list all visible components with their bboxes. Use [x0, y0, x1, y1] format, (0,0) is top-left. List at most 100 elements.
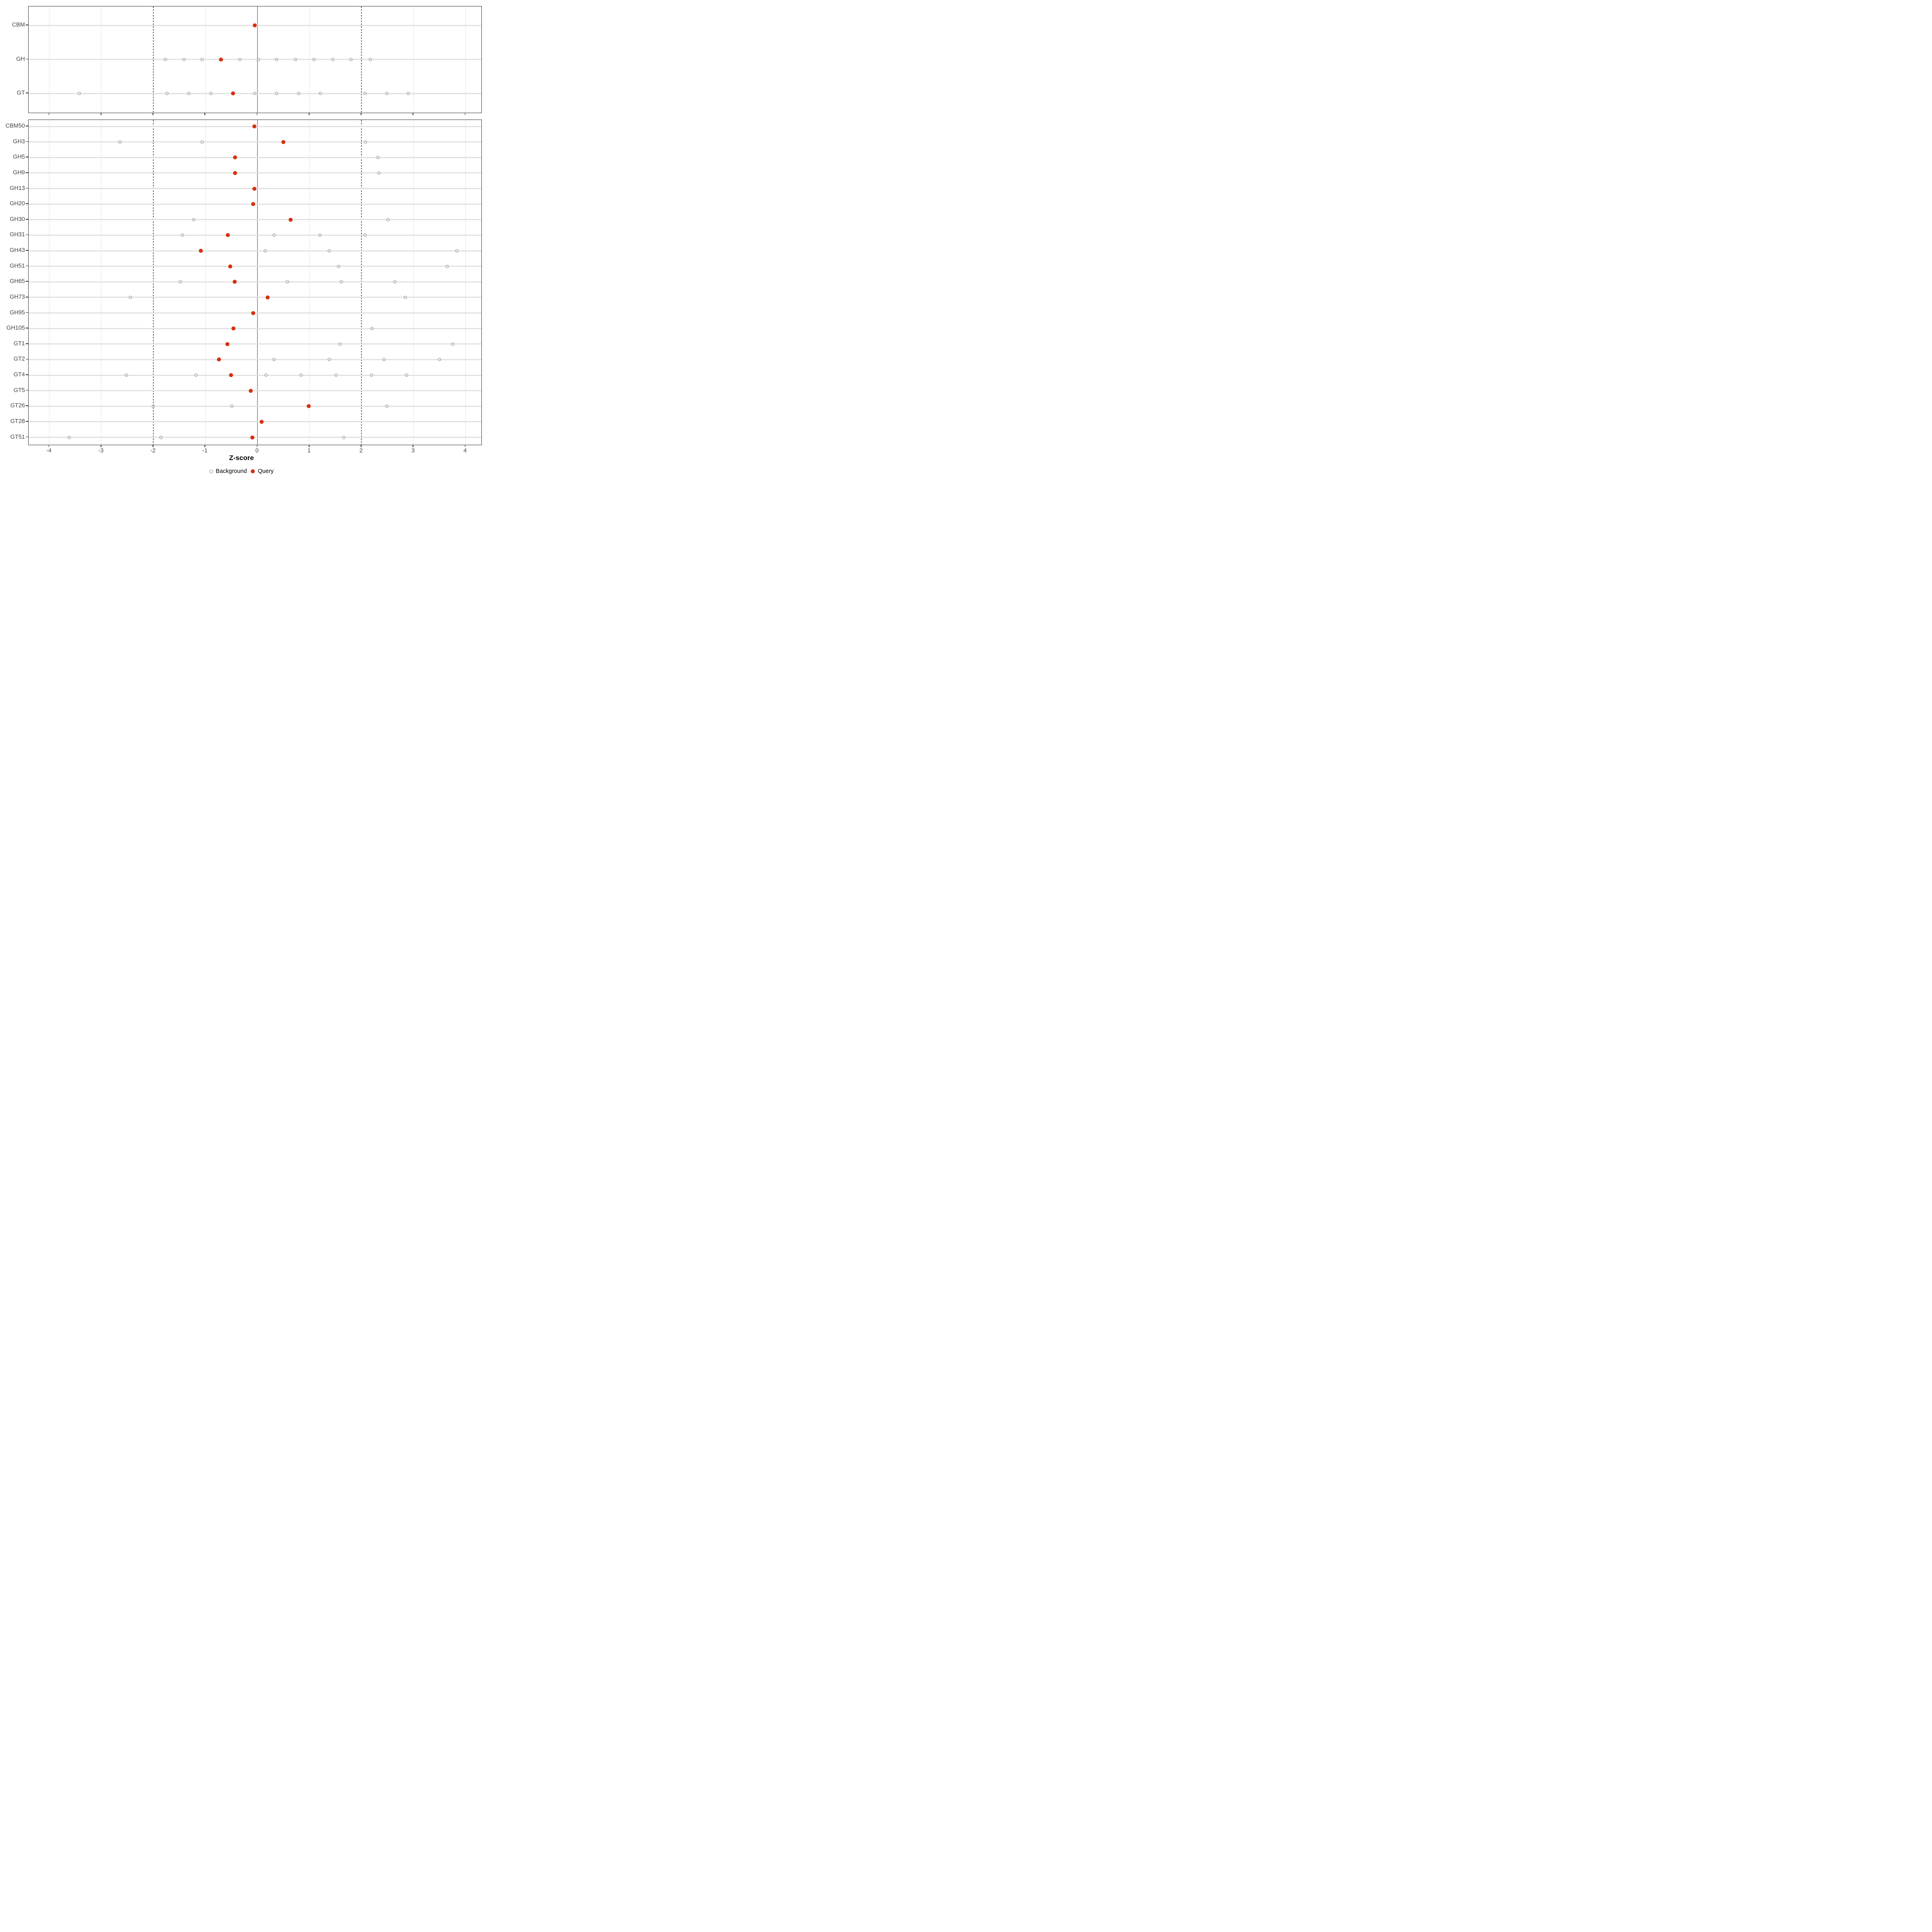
category-band — [29, 250, 481, 252]
y-axis-label: GH — [16, 56, 25, 62]
background-point — [337, 264, 341, 268]
background-point — [179, 280, 182, 284]
y-axis-label: GT — [17, 90, 25, 96]
background-point — [382, 358, 386, 361]
y-axis-tick — [26, 436, 28, 438]
query-point — [219, 57, 223, 62]
category-band — [29, 328, 481, 329]
background-point — [78, 92, 81, 95]
y-axis-label: GH20 — [10, 200, 25, 207]
y-axis-tick — [26, 390, 28, 391]
background-point — [293, 58, 297, 61]
y-axis-label: GH13 — [10, 185, 25, 192]
background-point — [299, 374, 303, 377]
background-point — [451, 342, 455, 346]
dot-plot-figure: CBM GH GT CBM50 GH3 GH5 GH9 GH13 GH20 GH30 GH31 GH4… — [0, 0, 483, 483]
y-axis-label: GH65 — [10, 278, 25, 285]
background-point — [405, 374, 409, 377]
x-axis-tick — [308, 113, 310, 115]
background-point — [368, 58, 372, 61]
background-point — [275, 58, 279, 61]
x-axis-tick-label: -2 — [150, 448, 156, 454]
category-band — [29, 59, 481, 60]
category-band — [29, 234, 481, 236]
query-point — [251, 202, 256, 206]
background-point — [182, 58, 186, 61]
y-axis-tick — [26, 250, 28, 251]
category-band — [29, 437, 481, 438]
x-axis-tick — [204, 445, 206, 447]
query-point — [231, 91, 235, 95]
x-axis-tick-label: -1 — [202, 448, 208, 454]
background-point — [386, 218, 390, 221]
query-point — [250, 435, 254, 440]
query-point — [307, 404, 311, 409]
background-point — [376, 156, 380, 159]
y-axis-label: GH73 — [10, 293, 25, 300]
background-point — [257, 58, 260, 61]
x-axis-tick — [256, 445, 258, 447]
query-point — [225, 342, 229, 346]
background-point — [264, 374, 268, 377]
y-axis-label: GT51 — [10, 433, 25, 440]
query-key-icon — [251, 469, 255, 473]
y-axis-label: GH5 — [13, 154, 25, 161]
x-axis-tick-label: 2 — [359, 448, 363, 454]
query-point — [266, 295, 270, 299]
x-axis-tick — [464, 113, 466, 115]
y-axis-label: GH3 — [13, 138, 25, 145]
background-point — [152, 405, 155, 408]
y-axis-tick — [26, 141, 28, 142]
background-key-icon — [209, 469, 213, 473]
category-band — [29, 157, 481, 158]
background-point — [165, 92, 169, 95]
y-axis-tick — [26, 281, 28, 282]
background-point — [370, 327, 374, 330]
background-point — [124, 374, 128, 377]
background-point — [339, 280, 343, 284]
query-point — [233, 155, 237, 160]
y-axis-label: CBM — [12, 22, 25, 28]
category-band — [29, 390, 481, 392]
y-axis-tick — [26, 343, 28, 344]
background-point — [438, 358, 441, 361]
background-point — [342, 436, 346, 439]
y-axis-tick — [26, 188, 28, 189]
background-point — [393, 280, 396, 284]
y-axis-tick — [26, 374, 28, 375]
background-point — [369, 374, 373, 377]
background-point — [200, 140, 204, 144]
background-point — [403, 295, 407, 299]
background-point — [331, 58, 334, 61]
y-axis-label: GH30 — [10, 216, 25, 223]
y-axis-tick — [26, 421, 28, 422]
background-point — [129, 295, 132, 299]
background-point — [200, 58, 204, 61]
x-axis-tick — [48, 445, 50, 447]
y-axis-label: GH95 — [10, 309, 25, 316]
background-point — [407, 92, 410, 95]
background-point — [286, 280, 289, 284]
y-axis-label: GT4 — [13, 372, 25, 378]
panel-top-classes — [28, 6, 482, 113]
background-point — [349, 58, 353, 61]
category-band — [29, 141, 481, 143]
category-band — [29, 172, 481, 174]
background-point — [385, 405, 389, 408]
x-axis-title: Z-score — [229, 454, 254, 462]
query-point — [289, 217, 293, 222]
query-point — [225, 233, 230, 237]
query-point — [233, 171, 237, 175]
y-axis-tick — [26, 58, 28, 60]
category-band — [29, 421, 481, 423]
x-axis-tick-label: -3 — [98, 448, 104, 454]
background-point — [118, 140, 122, 144]
y-axis-label: CBM50 — [5, 123, 25, 129]
background-point — [339, 342, 342, 346]
query-point — [217, 357, 221, 362]
category-band — [29, 359, 481, 360]
query-point — [248, 388, 253, 393]
query-point — [252, 124, 256, 128]
background-point — [363, 92, 367, 95]
background-point — [327, 249, 331, 252]
